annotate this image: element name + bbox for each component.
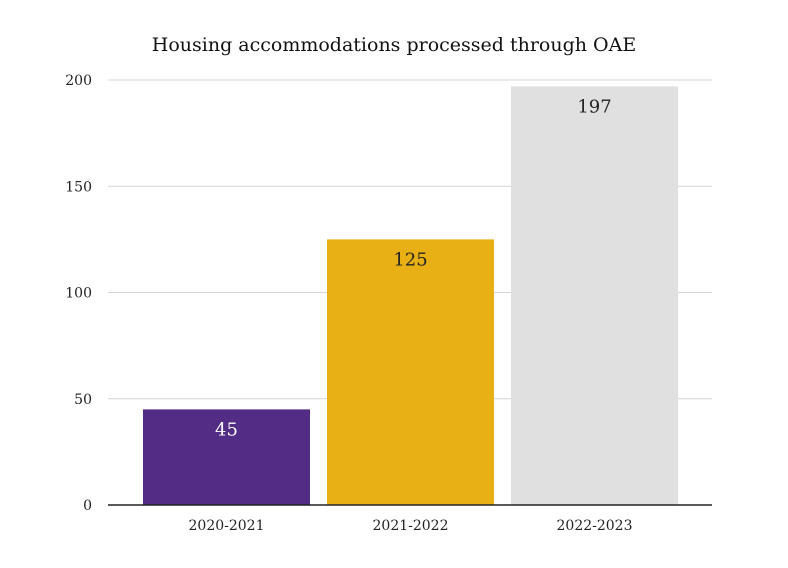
bar-2022-2023 [511,86,678,505]
bar-2021-2022 [327,239,494,505]
x-tick-label: 2022-2023 [557,518,633,534]
labels: 0 50 100 150 200 45 2020-2021 125 2021-2022 197 20… [65,73,632,534]
y-tick-label: 200 [65,73,92,89]
chart-title: Housing accommodations processed through… [151,34,637,56]
bars [143,86,678,505]
y-tick-label: 150 [65,179,92,195]
bar-2020-2021 [143,409,310,505]
y-tick-label: 0 [83,498,92,514]
y-tick-label: 100 [65,286,92,302]
data-label: 125 [393,249,427,270]
x-tick-label: 2020-2021 [189,518,265,534]
x-tick-label: 2021-2022 [373,518,449,534]
y-tick-label: 50 [74,392,92,408]
data-label: 45 [215,419,238,440]
data-label: 197 [577,96,611,117]
